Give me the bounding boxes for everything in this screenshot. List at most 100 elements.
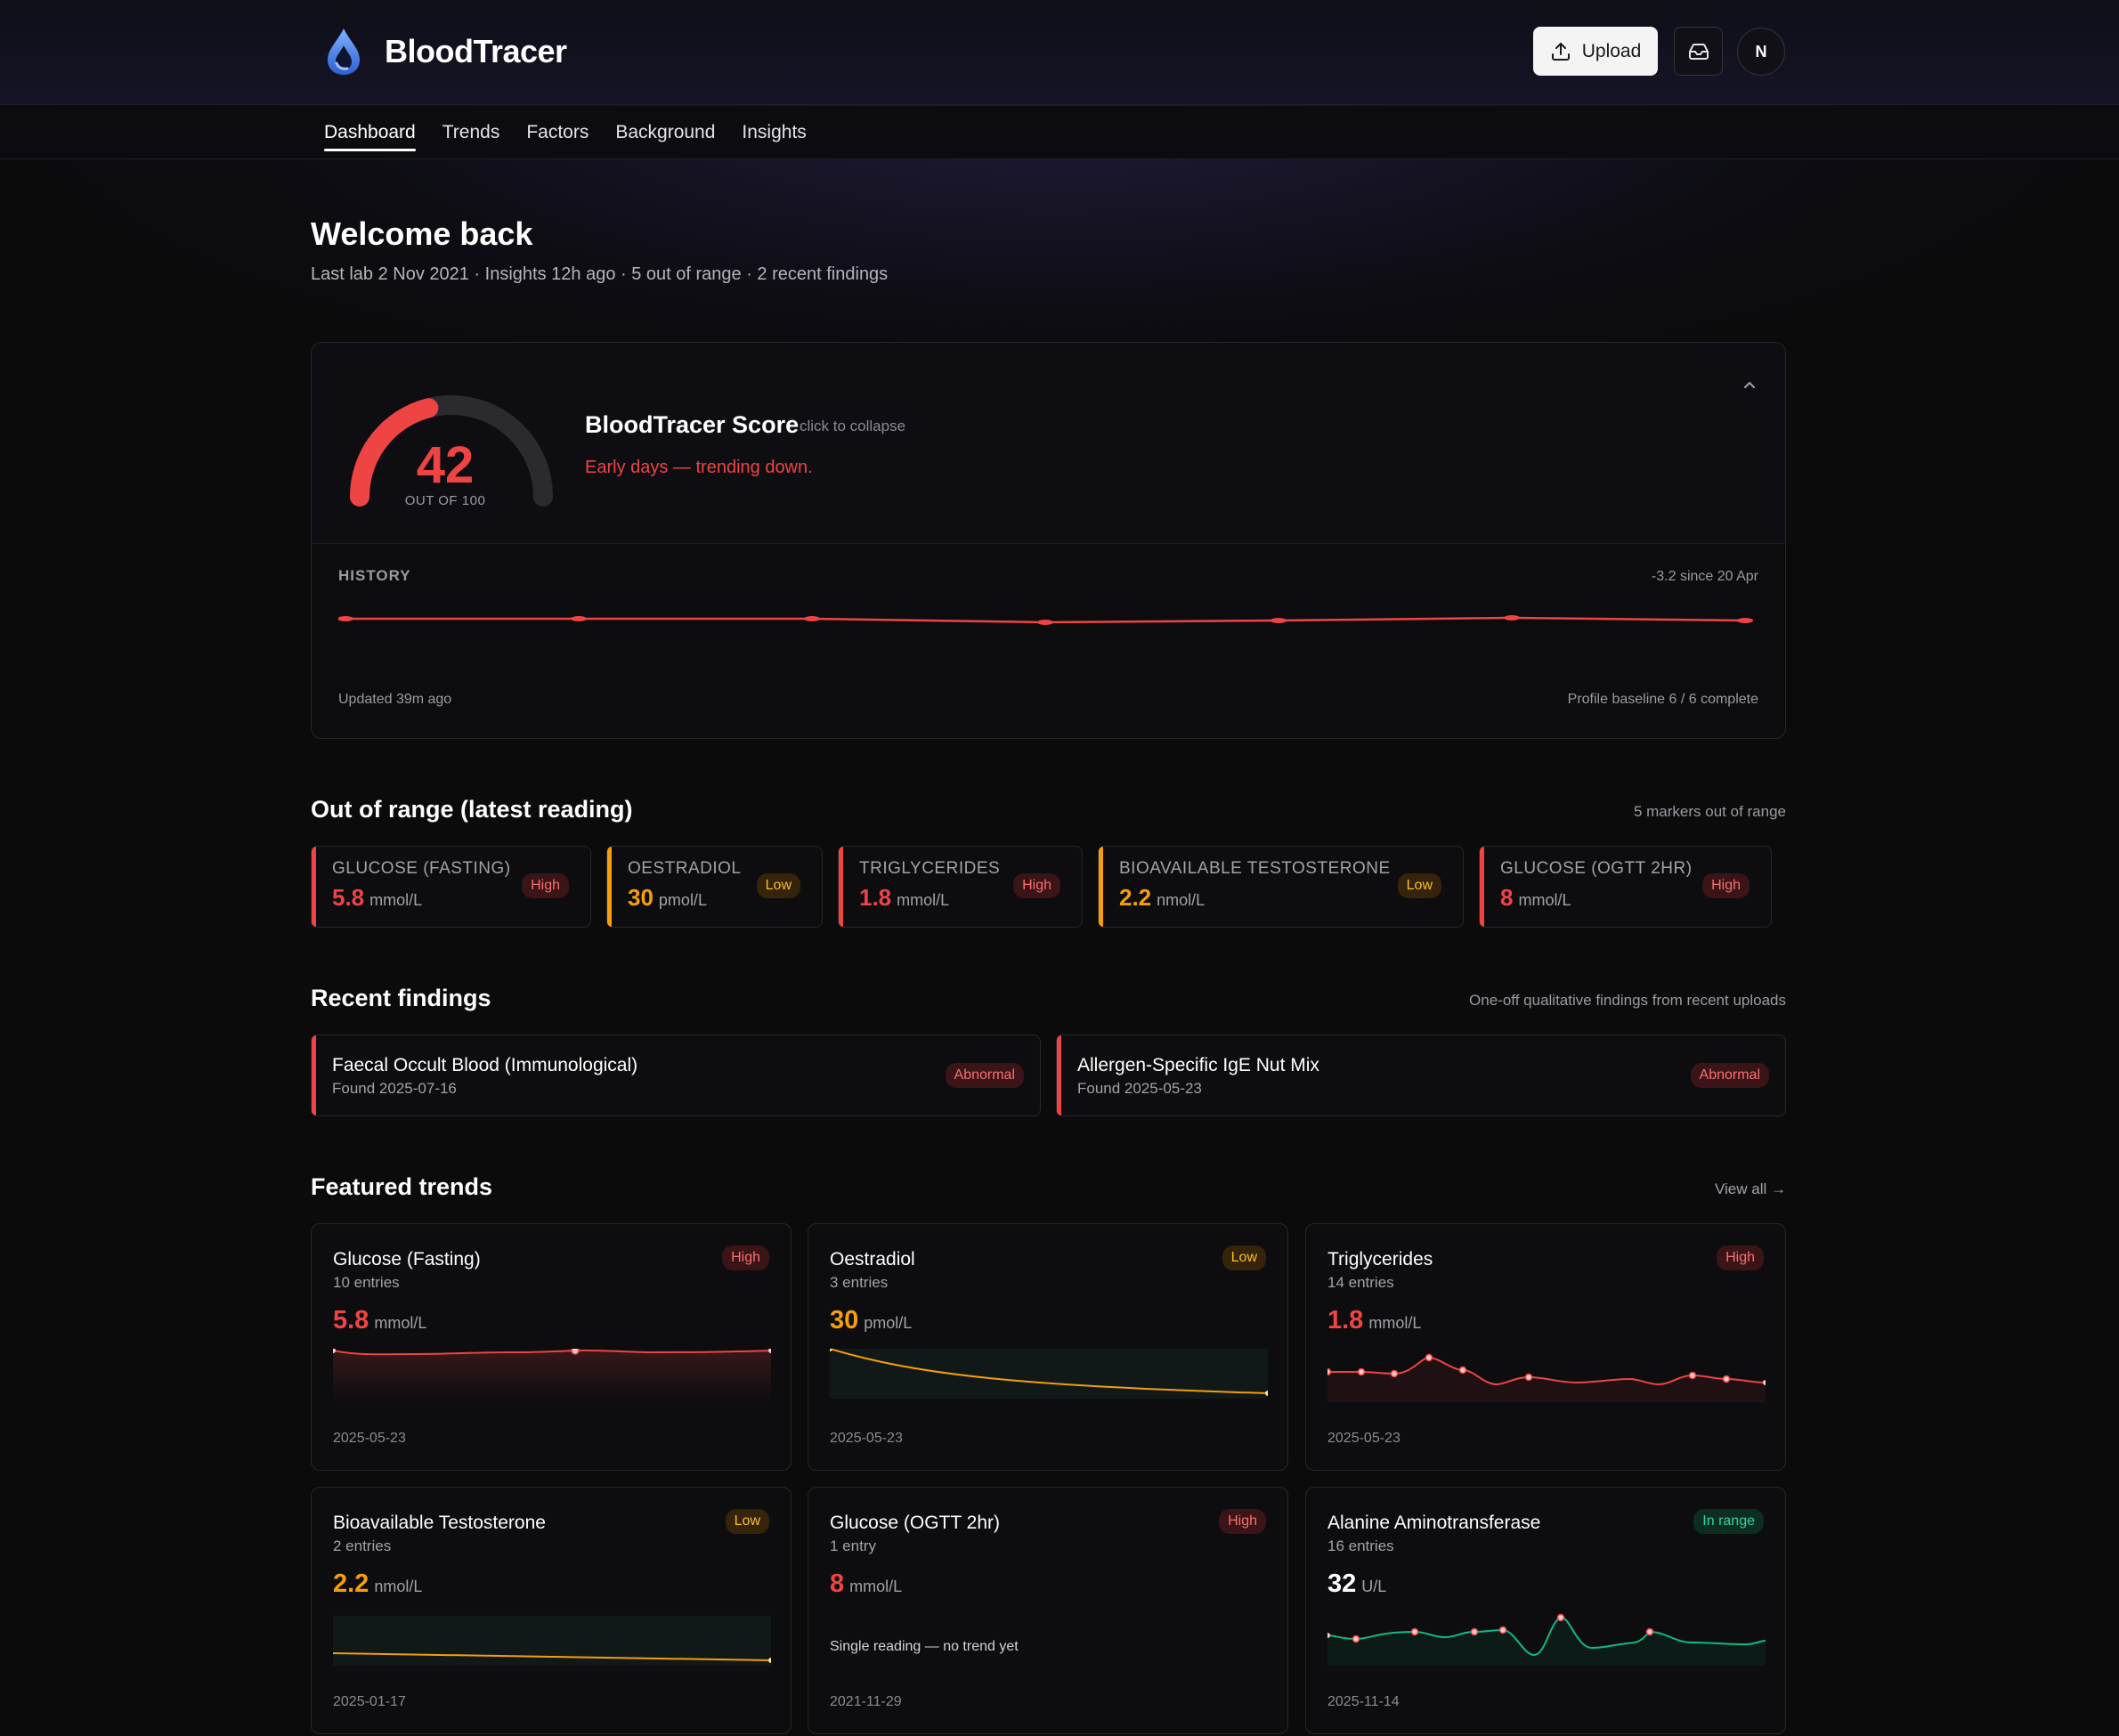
trend-point bbox=[1425, 1353, 1433, 1362]
brand[interactable]: BloodTracer bbox=[321, 23, 567, 80]
app-name: BloodTracer bbox=[385, 33, 567, 69]
featured-trends-title: Featured trends bbox=[311, 1173, 493, 1200]
trend-point bbox=[1410, 1627, 1419, 1636]
tab-background[interactable]: Background bbox=[615, 122, 716, 142]
trend-point bbox=[1458, 1366, 1467, 1375]
score-card: 42 OUT OF 100 BloodTracer Score click to… bbox=[311, 342, 1786, 739]
trend-entries: 14 entries bbox=[1327, 1274, 1394, 1291]
status-bar bbox=[1099, 847, 1103, 927]
tab-trends[interactable]: Trends bbox=[442, 122, 500, 142]
trend-card[interactable]: Triglycerides 14 entries High 1.8 mmol/L … bbox=[1305, 1223, 1786, 1471]
trend-sparkline bbox=[333, 1616, 771, 1666]
trend-sparkline bbox=[1327, 1353, 1766, 1402]
trend-date: 2025-01-17 bbox=[333, 1694, 406, 1709]
score-title: BloodTracer Score bbox=[585, 411, 800, 438]
trend-unit: mmol/L bbox=[1368, 1314, 1422, 1332]
page-title: Welcome back bbox=[311, 215, 533, 252]
marker-unit: mmol/L bbox=[897, 891, 950, 909]
marker-value: 5.8 bbox=[332, 884, 365, 911]
trend-value: 8 bbox=[830, 1570, 845, 1598]
trend-value-row: 1.8 mmol/L bbox=[1327, 1306, 1421, 1335]
status-badge: High bbox=[722, 1245, 769, 1270]
trend-value-row: 2.2 nmol/L bbox=[333, 1570, 422, 1599]
nav-tabs: Dashboard Trends Factors Background Insi… bbox=[311, 106, 820, 159]
history-chart bbox=[338, 615, 1753, 625]
updated-text: Updated 39m ago bbox=[338, 692, 452, 707]
status-badge: Abnormal bbox=[1690, 1063, 1769, 1088]
upload-button[interactable]: Upload bbox=[1533, 27, 1658, 76]
score-gauge-fill bbox=[350, 398, 439, 507]
out-of-range-card[interactable]: TRIGLYCERIDES 1.8 mmol/L High bbox=[838, 846, 1083, 928]
status-badge: Low bbox=[1397, 873, 1441, 898]
marker-name: BIOAVAILABLE TESTOSTERONE bbox=[1119, 859, 1391, 878]
status-bar bbox=[839, 847, 843, 927]
trend-point bbox=[1645, 1627, 1654, 1636]
trend-point bbox=[1352, 1635, 1360, 1643]
history-delta: -3.2 since 20 Apr bbox=[1651, 569, 1758, 584]
out-of-range-card[interactable]: GLUCOSE (OGTT 2HR) 8 mmol/L High bbox=[1479, 846, 1772, 928]
out-of-range-card[interactable]: GLUCOSE (FASTING) 5.8 mmol/L High bbox=[311, 846, 591, 928]
single-reading-note: Single reading — no trend yet bbox=[830, 1639, 1019, 1654]
marker-value: 30 bbox=[628, 884, 654, 911]
finding-card[interactable]: Faecal Occult Blood (Immunological) Foun… bbox=[311, 1034, 1041, 1116]
trend-point bbox=[1763, 1380, 1766, 1385]
tab-factors[interactable]: Factors bbox=[526, 122, 589, 142]
marker-value-row: 2.2 nmol/L bbox=[1119, 884, 1205, 912]
trend-date: 2025-05-23 bbox=[333, 1431, 406, 1446]
chevron-up-icon[interactable] bbox=[1739, 375, 1760, 396]
avatar[interactable]: N bbox=[1737, 28, 1785, 76]
top-bar: BloodTracer Upload N bbox=[0, 0, 2119, 105]
status-badge: High bbox=[1702, 873, 1750, 898]
status-bar bbox=[607, 847, 612, 927]
finding-date: Found 2025-05-23 bbox=[1077, 1080, 1202, 1097]
view-all-link[interactable]: View all → bbox=[1715, 1180, 1786, 1197]
marker-value-row: 30 pmol/L bbox=[628, 884, 707, 912]
trend-name: Oestradiol bbox=[830, 1249, 915, 1270]
tab-dashboard[interactable]: Dashboard bbox=[311, 106, 429, 159]
blood-drop-logo-icon bbox=[328, 28, 360, 75]
trend-card[interactable]: Glucose (Fasting) 10 entries High 5.8 mmo… bbox=[311, 1223, 792, 1471]
trend-entries: 1 entry bbox=[830, 1537, 876, 1554]
trend-card[interactable]: Oestradiol 3 entries Low 30 pmol/L 2025-0… bbox=[808, 1223, 1288, 1471]
trend-date: 2021-11-29 bbox=[830, 1694, 902, 1709]
trend-point bbox=[1524, 1373, 1533, 1382]
recent-findings-title: Recent findings bbox=[311, 985, 491, 1011]
marker-unit: pmol/L bbox=[658, 891, 707, 909]
marker-unit: mmol/L bbox=[369, 891, 423, 909]
out-of-range-note: 5 markers out of range bbox=[1633, 803, 1786, 820]
trend-point bbox=[1556, 1613, 1565, 1622]
trend-value: 30 bbox=[830, 1306, 859, 1334]
trend-entries: 2 entries bbox=[333, 1537, 392, 1554]
trend-point bbox=[1498, 1626, 1507, 1635]
marker-name: GLUCOSE (OGTT 2HR) bbox=[1500, 859, 1693, 878]
trend-date: 2025-11-14 bbox=[1327, 1694, 1400, 1709]
trend-unit: nmol/L bbox=[374, 1578, 423, 1595]
trend-value: 32 bbox=[1327, 1570, 1357, 1598]
score-header[interactable]: 42 OUT OF 100 BloodTracer Score click to… bbox=[312, 343, 1785, 544]
marker-unit: nmol/L bbox=[1157, 891, 1206, 909]
trend-point bbox=[1265, 1391, 1268, 1396]
trend-point bbox=[1327, 1367, 1332, 1376]
status-badge: High bbox=[1717, 1245, 1764, 1270]
trend-date: 2025-05-23 bbox=[830, 1431, 903, 1446]
trend-card[interactable]: Glucose (OGTT 2hr) 1 entry High 8 mmol/L … bbox=[808, 1487, 1288, 1734]
trend-point bbox=[830, 1349, 832, 1351]
trend-card[interactable]: Bioavailable Testosterone 2 entries Low … bbox=[311, 1487, 792, 1734]
out-of-range-card[interactable]: OESTRADIOL 30 pmol/L Low bbox=[606, 846, 823, 928]
collapse-hint: click to collapse bbox=[800, 418, 906, 434]
status-badge: Low bbox=[725, 1509, 769, 1534]
trend-point bbox=[1688, 1371, 1697, 1380]
tab-insights[interactable]: Insights bbox=[742, 122, 807, 142]
out-of-range-card[interactable]: BIOAVAILABLE TESTOSTERONE 2.2 nmol/L Low bbox=[1098, 846, 1464, 928]
status-bar bbox=[1480, 847, 1484, 927]
inbox-button[interactable] bbox=[1674, 27, 1723, 76]
trend-value-row: 8 mmol/L bbox=[830, 1570, 902, 1599]
trend-card[interactable]: Alanine Aminotransferase 16 entries In r… bbox=[1305, 1487, 1786, 1734]
finding-card[interactable]: Allergen-Specific IgE Nut Mix Found 2025… bbox=[1056, 1034, 1786, 1116]
status-badge: In range bbox=[1693, 1509, 1764, 1534]
status-badge: Low bbox=[756, 873, 800, 898]
finding-date: Found 2025-07-16 bbox=[332, 1080, 457, 1097]
upload-icon bbox=[1551, 42, 1570, 61]
main-nav: Dashboard Trends Factors Background Insi… bbox=[0, 106, 2119, 159]
status-badge: Low bbox=[1222, 1245, 1266, 1270]
